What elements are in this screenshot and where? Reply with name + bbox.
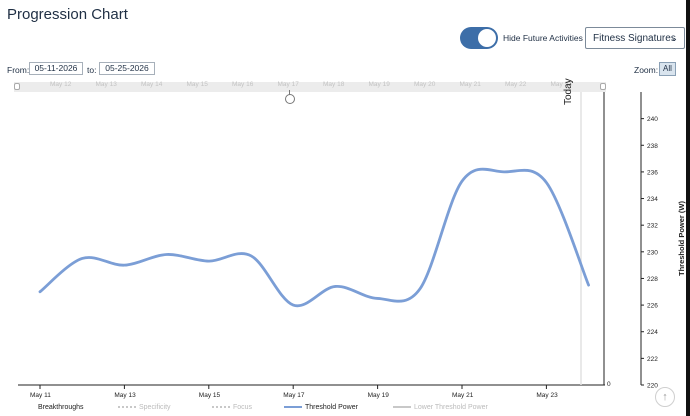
legend-item[interactable]: Lower Threshold Power (393, 404, 488, 411)
hide-future-toggle[interactable] (460, 27, 498, 49)
legend-item[interactable]: Breakthroughs (38, 404, 84, 411)
data-point (503, 170, 506, 173)
to-date-input[interactable]: 05-25-2026 (99, 62, 155, 75)
navigator-tick-label: May 15 (186, 81, 208, 88)
data-point (587, 284, 590, 287)
navigator-tick-label: May 23 (550, 81, 572, 88)
legend-swatch (284, 406, 302, 409)
navigator-left-handle[interactable] (14, 83, 20, 90)
navigator-tick-label: May 13 (95, 81, 117, 88)
chevron-down-icon: ⌄ (670, 33, 678, 43)
navigator-thumb-stem (289, 90, 290, 95)
legend-item[interactable]: Threshold Power (284, 404, 358, 411)
navigator-tick-label: May 14 (141, 81, 163, 88)
y-tick-label: 224 (647, 329, 658, 336)
navigator-tick-label: May 18 (323, 81, 345, 88)
navigator-tick-label: May 20 (414, 81, 436, 88)
legend-label: Specificity (139, 404, 171, 411)
zoom-label: Zoom: (634, 65, 659, 75)
data-point (39, 290, 42, 293)
y-tick-label: 238 (647, 143, 658, 150)
legend-item[interactable]: Focus (212, 404, 252, 411)
to-label: to: (87, 65, 97, 75)
legend-label: Threshold Power (305, 404, 358, 411)
zoom-all-button[interactable]: All (659, 62, 676, 76)
x-tick-label: May 13 (114, 392, 136, 399)
data-point (165, 253, 168, 256)
x-tick-label: May 23 (536, 392, 558, 399)
legend-swatch (393, 406, 411, 409)
legend-label: Lower Threshold Power (414, 404, 488, 411)
x-tick-label: May 21 (452, 392, 474, 399)
y-axis-label: Threshold Power (W) (677, 200, 686, 276)
navigator-tick-label: May 16 (232, 81, 254, 88)
x-tick-label: May 19 (368, 392, 390, 399)
navigator-tick-label: May 21 (459, 81, 481, 88)
fitness-signatures-select[interactable]: Fitness Signatures ⌄ (585, 27, 685, 49)
y-tick-label: 226 (647, 303, 658, 310)
today-marker-label: Today (563, 78, 574, 105)
y-tick-label: 230 (647, 249, 658, 256)
range-navigator[interactable]: May 12 May 13 May 14 May 15 May 16 May 17 May … (14, 81, 606, 92)
x-tick-label: May 15 (199, 392, 221, 399)
hide-future-label: Hide Future Activities (503, 33, 583, 43)
chart-legend: Breakthroughs Specificity Focus Threshold P… (0, 404, 690, 416)
data-point (545, 181, 548, 184)
data-point (461, 180, 464, 183)
arrow-up-icon[interactable]: ↑ (655, 387, 675, 407)
data-point (376, 297, 379, 300)
data-point (250, 254, 253, 257)
data-point (207, 260, 210, 263)
toggle-knob (478, 29, 496, 47)
from-date-input[interactable]: 05-11-2026 (29, 62, 83, 75)
page-title: Progression Chart (7, 6, 128, 23)
y-tick-label: 236 (647, 169, 658, 176)
y-tick-label: 240 (647, 116, 658, 123)
secondary-axis-zero: 0 (607, 381, 611, 388)
from-label: From: (7, 65, 30, 75)
navigator-thumb[interactable] (285, 94, 295, 104)
legend-swatch (212, 406, 230, 409)
y-axis-ticks: 220 222 224 226 228 230 232 234 236 238 240 Thresho… (641, 116, 686, 390)
series-group (38, 167, 590, 308)
y-tick-label: 228 (647, 276, 658, 283)
x-tick-label: May 11 (30, 392, 51, 399)
legend-swatch (118, 406, 136, 409)
data-point (292, 304, 295, 307)
data-point (81, 257, 84, 260)
legend-label: Breakthroughs (38, 404, 84, 411)
navigator-tick-label: May 12 (50, 81, 72, 88)
chart-frame: 0 (18, 92, 642, 388)
legend-label: Focus (233, 404, 253, 411)
navigator-tick-label: May 17 (277, 81, 299, 88)
x-tick-label: May 17 (283, 392, 305, 399)
legend-item[interactable]: Specificity (118, 404, 171, 411)
y-tick-label: 232 (647, 223, 658, 230)
series-line-threshold-power (38, 167, 590, 308)
navigator-tick-label: May 22 (505, 81, 527, 88)
navigator-right-handle[interactable] (600, 83, 606, 90)
y-tick-label: 222 (647, 356, 658, 363)
data-point (123, 264, 126, 267)
data-point (418, 288, 421, 291)
fitness-signatures-label: Fitness Signatures (593, 33, 676, 44)
y-tick-label: 220 (647, 383, 658, 390)
data-point (334, 285, 337, 288)
x-axis-ticks: May 11 May 13 May 15 May 17 May 19 May 21 May … (30, 385, 558, 399)
window-edge (686, 0, 690, 416)
y-tick-label: 234 (647, 196, 658, 203)
navigator-tick-label: May 19 (368, 81, 390, 88)
